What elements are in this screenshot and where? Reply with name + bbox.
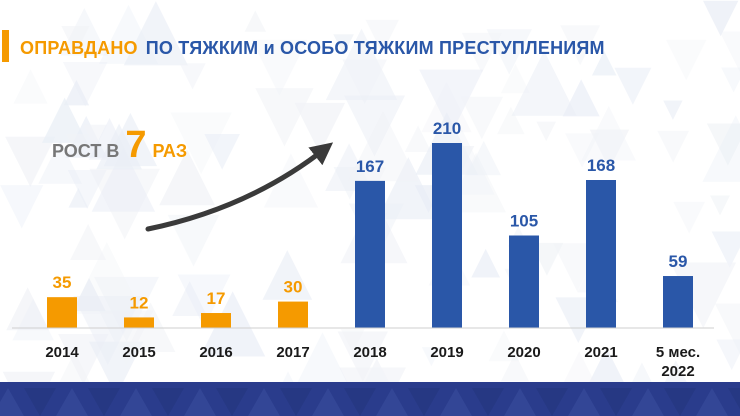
x-tick-label-0: 2014 xyxy=(45,344,79,361)
x-tick-label-5: 2019 xyxy=(430,344,463,361)
growth-callout: РОСТ В 7 РАЗ xyxy=(52,124,187,167)
x-tick-label-3: 2017 xyxy=(276,344,309,361)
value-label-7: 168 xyxy=(587,156,615,175)
x-tick-label-7: 2021 xyxy=(584,344,617,361)
bar-8 xyxy=(663,276,693,328)
growth-unit: РАЗ xyxy=(152,141,188,161)
growth-arrow-icon xyxy=(145,142,334,232)
bar-6 xyxy=(509,235,539,328)
value-label-1: 12 xyxy=(130,293,149,312)
value-label-6: 105 xyxy=(510,212,538,231)
bar-chart: 35 2014 12 2015 17 2016 30 2017 167 2018 210 2019 10… xyxy=(12,119,714,380)
bar-2 xyxy=(201,313,231,328)
bar-0 xyxy=(47,297,77,328)
bar-3 xyxy=(278,301,308,328)
bar-4 xyxy=(355,180,385,328)
x-tick-label-8: 5 мес. 2022 xyxy=(656,344,700,380)
footer-triangle-pattern xyxy=(0,388,740,416)
value-label-4: 167 xyxy=(356,157,384,176)
value-label-5: 210 xyxy=(433,119,461,138)
page-title: ОПРАВДАНО ПО ТЯЖКИМ и ОСОБО ТЯЖКИМ ПРЕСТУ… xyxy=(20,38,605,59)
x-tick-label-6: 2020 xyxy=(507,344,540,361)
title-part-acquitted: ОПРАВДАНО xyxy=(20,38,138,58)
value-label-8: 59 xyxy=(669,252,688,271)
growth-word: РОСТ В xyxy=(52,141,120,161)
bar-1 xyxy=(124,317,154,328)
x-tick-label-4: 2018 xyxy=(353,344,386,361)
growth-number: 7 xyxy=(125,124,147,166)
value-label-0: 35 xyxy=(53,273,72,292)
bar-7 xyxy=(586,180,616,328)
x-tick-label-2: 2016 xyxy=(199,344,232,361)
x-tick-label-1: 2015 xyxy=(122,344,155,361)
value-label-3: 30 xyxy=(284,278,303,297)
bar-5 xyxy=(432,143,462,328)
value-label-2: 17 xyxy=(207,289,226,308)
title-accent-bar xyxy=(2,30,9,62)
title-part-crimes: ПО ТЯЖКИМ и ОСОБО ТЯЖКИМ ПРЕСТУПЛЕНИЯМ xyxy=(145,38,605,58)
